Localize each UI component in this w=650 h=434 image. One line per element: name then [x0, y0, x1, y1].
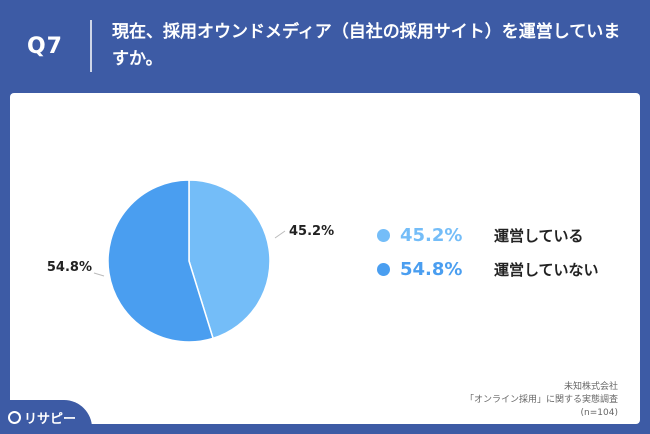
- brand-logo: リサピー: [0, 400, 92, 434]
- source-survey: 「オンライン採用」に関する実態調査: [464, 395, 618, 405]
- source-sample-size: (n=104): [580, 408, 618, 418]
- legend: 45.2% 運営している 54.8% 運営していない: [377, 218, 599, 286]
- chart-panel: 45.2% 54.8% 45.2% 運営している 54.8% 運営していない 未知…: [10, 93, 640, 424]
- data-label-no: 54.8%: [47, 260, 92, 275]
- data-label-yes: 45.2%: [289, 224, 334, 239]
- legend-item-yes: 45.2% 運営している: [377, 218, 599, 252]
- logo-text: リサピー: [24, 411, 77, 427]
- source-company: 未知株式会社: [563, 382, 618, 392]
- leader-line-no: [93, 272, 105, 277]
- logo-pin-icon: [8, 410, 21, 424]
- legend-dot-yes: [377, 228, 390, 242]
- source-note: 未知株式会社 「オンライン採用」に関する実態調査 (n=104): [465, 381, 618, 420]
- legend-item-no: 54.8% 運営していない: [377, 252, 599, 286]
- legend-dot-no: [377, 262, 390, 276]
- legend-label-yes: 運営している: [494, 226, 584, 245]
- question-number: Q7: [26, 33, 63, 59]
- header-divider: [90, 20, 92, 72]
- pie-slice-yes: [188, 179, 271, 340]
- pie-slice-no: [107, 179, 214, 343]
- question-text: 現在、採用オウンドメディア（自社の採用サイト）を運営していますか。: [112, 22, 621, 69]
- header: Q7 現在、採用オウンドメディア（自社の採用サイト）を運営していますか。: [0, 0, 650, 92]
- legend-value-yes: 45.2%: [400, 224, 463, 246]
- legend-label-no: 運営していない: [494, 260, 599, 279]
- legend-value-no: 54.8%: [400, 258, 463, 280]
- pie-chart: 45.2% 54.8%: [47, 179, 334, 343]
- leader-line-yes: [274, 230, 286, 239]
